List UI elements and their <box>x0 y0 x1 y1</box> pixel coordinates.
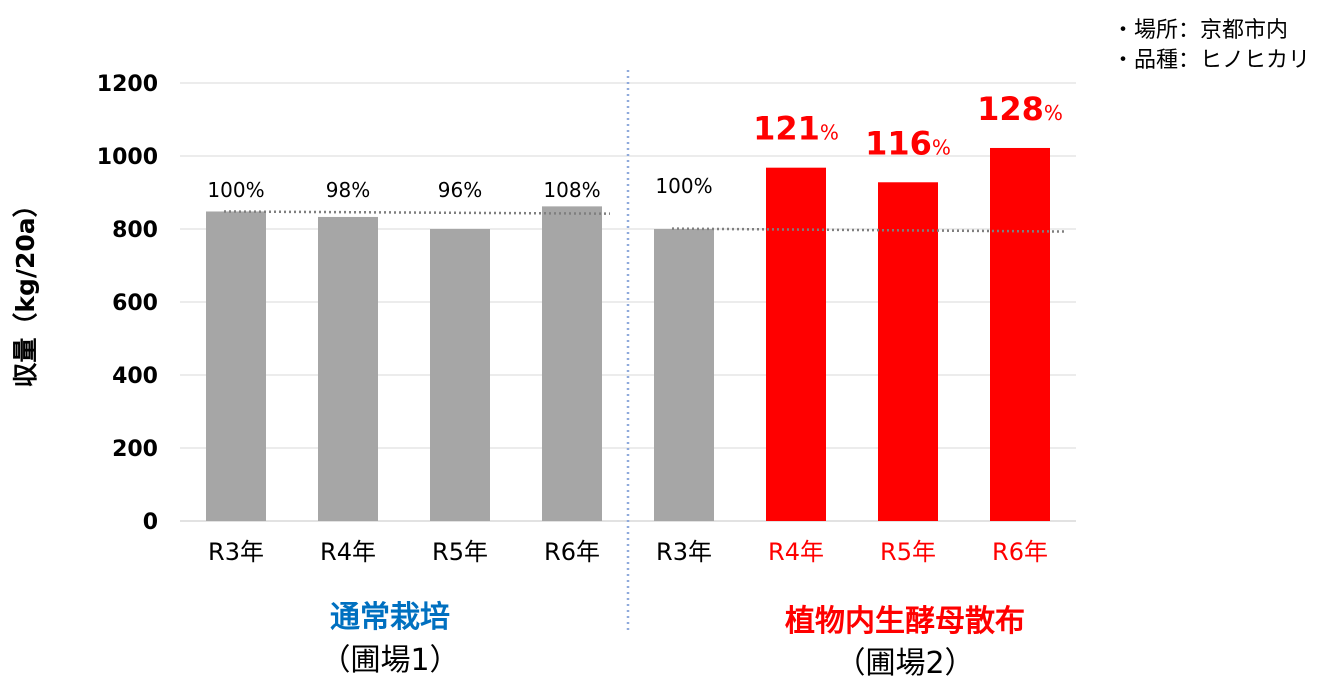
data-label: 100% <box>207 178 264 202</box>
bar <box>430 229 490 521</box>
group1-subtitle: （圃場1） <box>320 643 460 678</box>
bar <box>654 229 714 521</box>
y-tick-label: 200 <box>112 437 158 462</box>
y-tick-label: 1200 <box>97 72 158 97</box>
trend-line <box>671 227 1067 233</box>
data-label: 121% <box>753 110 839 148</box>
group2-subtitle: （圃場2） <box>835 646 975 681</box>
x-tick-label: R5年 <box>432 538 488 566</box>
bar <box>878 182 938 521</box>
x-tick-label: R5年 <box>880 538 936 566</box>
x-tick-label: R4年 <box>320 538 376 566</box>
data-label: 100% <box>655 174 712 198</box>
x-tick-label: R6年 <box>992 538 1048 566</box>
bar <box>766 167 826 521</box>
x-tick-label: R4年 <box>768 538 824 566</box>
trend-line <box>223 210 611 215</box>
note-variety: ・品種：ヒノヒカリ <box>1112 48 1311 73</box>
notes: ・場所：京都市内 ・品種：ヒノヒカリ <box>1112 16 1310 76</box>
data-label: 128% <box>977 90 1063 128</box>
y-tick-label: 800 <box>112 218 158 243</box>
data-label: 116% <box>865 124 951 162</box>
y-tick-label: 0 <box>143 510 158 535</box>
x-tick-label: R6年 <box>544 538 600 566</box>
bar <box>542 206 602 521</box>
data-label: 98% <box>326 178 370 202</box>
y-tick-label: 1000 <box>97 145 158 170</box>
data-label: 108% <box>543 178 600 202</box>
bar <box>990 147 1050 521</box>
data-label: 96% <box>438 178 482 202</box>
y-tick-label: 600 <box>112 291 158 316</box>
y-axis-label: 収量（kg/20a） <box>11 192 40 388</box>
y-tick-label: 400 <box>112 364 158 389</box>
group2-title: 植物内生酵母散布 <box>785 604 1025 639</box>
bar <box>206 211 266 522</box>
group1-title: 通常栽培 <box>330 600 450 635</box>
x-tick-label: R3年 <box>208 538 264 566</box>
x-tick-label: R3年 <box>656 538 712 566</box>
note-location: ・場所：京都市内 <box>1112 18 1289 43</box>
bar <box>318 216 378 521</box>
